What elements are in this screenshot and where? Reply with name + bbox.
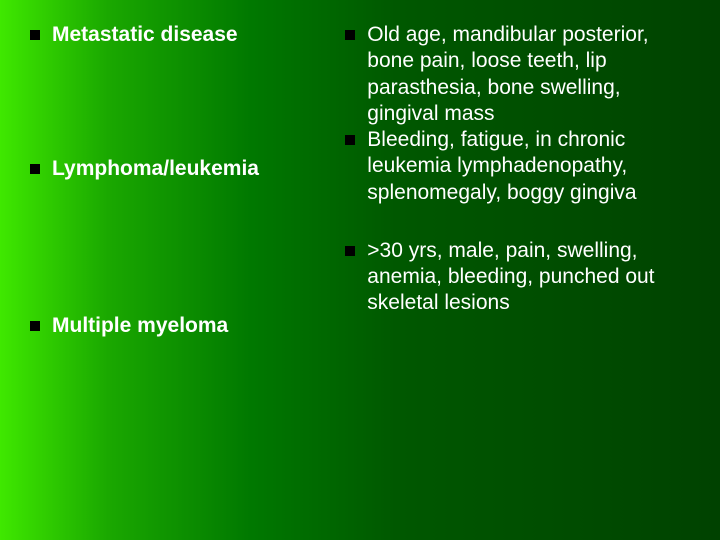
list-item: Bleeding, fatigue, in chronic leukemia l… (345, 127, 690, 206)
bullet-icon (345, 246, 355, 256)
bullet-text: Multiple myeloma (52, 313, 335, 339)
left-column: Metastatic disease Lymphoma/leukemia Mul… (30, 20, 345, 540)
right-column: Old age, mandibular posterior, bone pain… (345, 20, 690, 540)
bullet-icon (345, 30, 355, 40)
columns-container: Metastatic disease Lymphoma/leukemia Mul… (0, 0, 720, 540)
list-item: >30 yrs, male, pain, swelling, anemia, b… (345, 238, 690, 317)
bullet-text: Metastatic disease (52, 22, 335, 48)
bullet-icon (30, 164, 40, 174)
slide: Metastatic disease Lymphoma/leukemia Mul… (0, 0, 720, 540)
bullet-text: Lymphoma/leukemia (52, 156, 335, 182)
list-item: Old age, mandibular posterior, bone pain… (345, 22, 690, 127)
list-item: Metastatic disease (30, 22, 335, 48)
bullet-icon (30, 321, 40, 331)
bullet-text: >30 yrs, male, pain, swelling, anemia, b… (367, 238, 690, 317)
list-item: Lymphoma/leukemia (30, 156, 335, 182)
bullet-text: Bleeding, fatigue, in chronic leukemia l… (367, 127, 690, 206)
list-item: Multiple myeloma (30, 313, 335, 339)
bullet-icon (30, 30, 40, 40)
bullet-icon (345, 135, 355, 145)
bullet-text: Old age, mandibular posterior, bone pain… (367, 22, 690, 127)
